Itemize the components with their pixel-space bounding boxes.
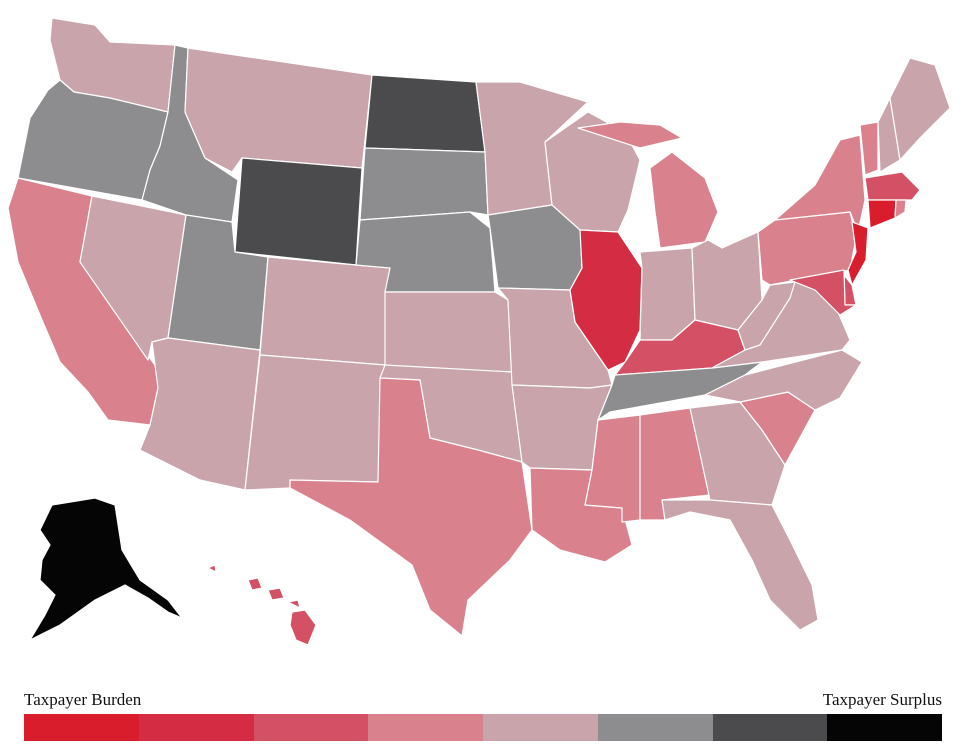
state-michigan xyxy=(577,121,719,249)
state-massachusetts xyxy=(864,171,921,201)
legend-swatch-3 xyxy=(253,714,369,741)
state-montana xyxy=(184,47,373,173)
legend-swatch-4 xyxy=(368,714,483,741)
state-connecticut xyxy=(867,199,897,229)
legend-label-burden: Taxpayer Burden xyxy=(24,690,142,709)
state-hawaii xyxy=(207,564,317,646)
legend-swatch-1 xyxy=(24,714,139,741)
state-vermont xyxy=(859,121,879,176)
legend-swatch-6 xyxy=(597,714,713,741)
state-north-carolina xyxy=(704,349,863,411)
state-new-mexico xyxy=(244,354,386,491)
us-states-map xyxy=(7,17,951,646)
state-indiana xyxy=(639,247,696,341)
legend-label-surplus: Taxpayer Surplus xyxy=(822,690,942,709)
state-rhode-island xyxy=(894,199,907,219)
legend-swatch-2 xyxy=(138,714,254,741)
state-wisconsin xyxy=(544,111,641,233)
state-south-dakota xyxy=(359,147,489,221)
state-alaska xyxy=(29,497,183,641)
legend-swatch-7 xyxy=(712,714,828,741)
state-north-dakota xyxy=(364,74,486,153)
state-new-york xyxy=(774,134,866,233)
state-illinois xyxy=(569,229,643,371)
state-maine xyxy=(889,57,951,161)
legend-color-scale xyxy=(24,714,942,741)
state-kansas xyxy=(384,291,513,373)
state-maryland xyxy=(789,269,857,316)
legend-swatch-5 xyxy=(483,714,598,741)
legend-swatch-8 xyxy=(827,714,942,741)
state-texas xyxy=(289,377,533,637)
state-arizona xyxy=(139,337,261,491)
state-west-virginia xyxy=(737,281,796,351)
state-colorado xyxy=(259,256,391,366)
state-florida xyxy=(661,499,819,631)
state-wyoming xyxy=(234,157,363,266)
